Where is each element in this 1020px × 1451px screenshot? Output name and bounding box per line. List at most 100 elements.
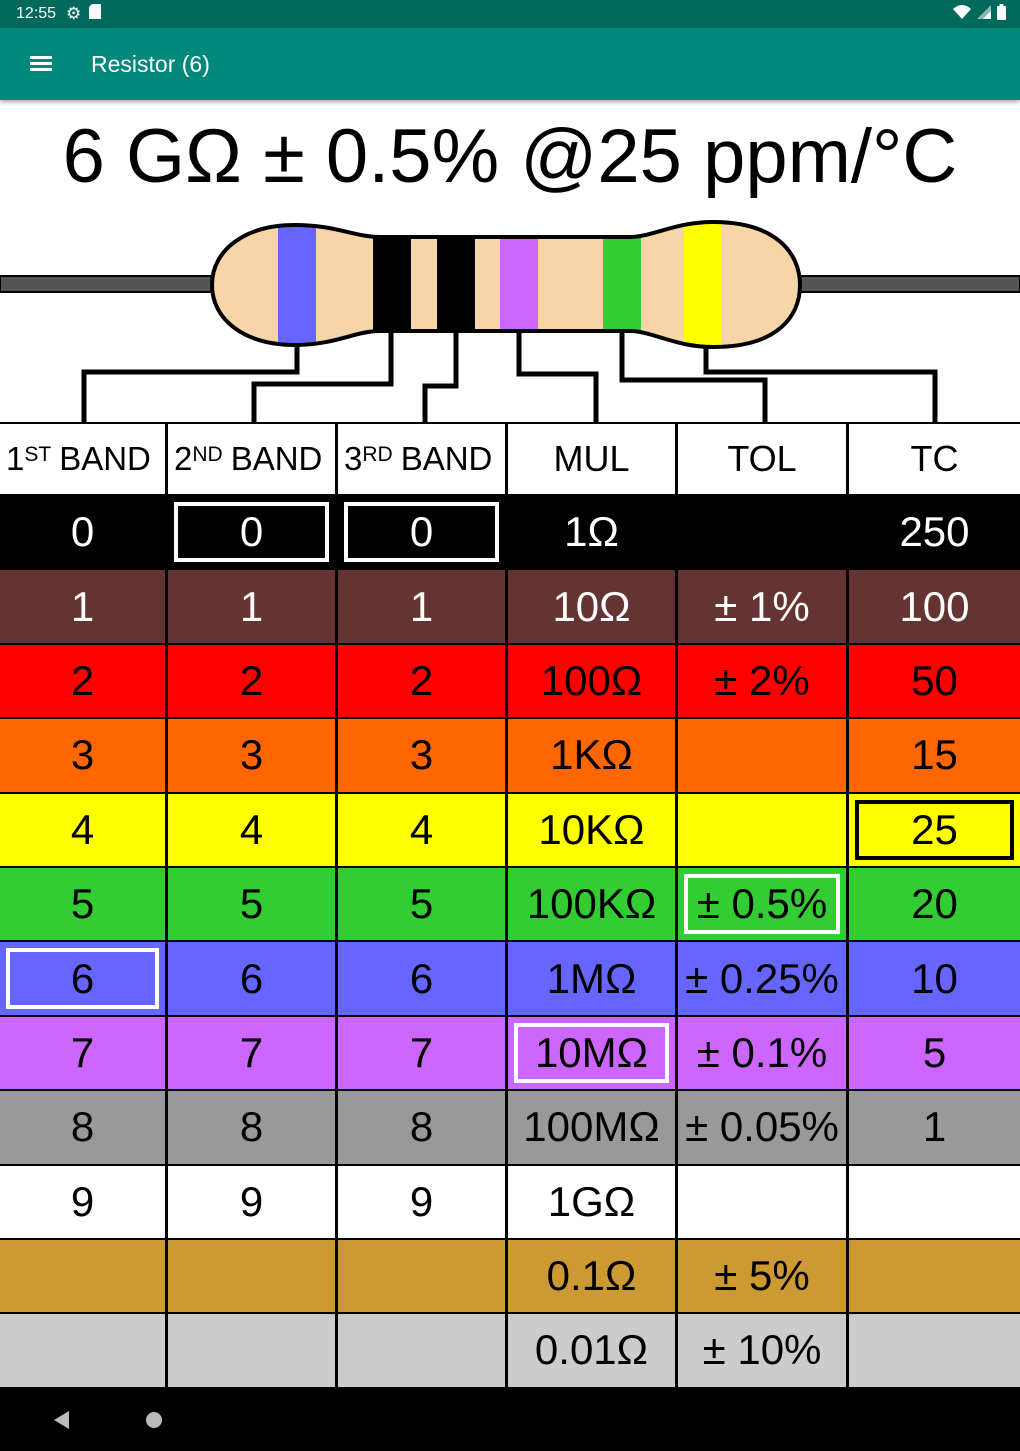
color-code-table: 1 ST BAND 2 ND BAND 3 RD BAND MUL TOL TC 0 0 0 1Ω 250 1 1 1… (0, 422, 1020, 1389)
cell-band-2[interactable] (168, 1239, 338, 1315)
cell-band-3[interactable]: 2 (338, 644, 508, 720)
cell-band-2[interactable] (168, 1314, 338, 1389)
cell-multiplier[interactable]: 100MΩ (508, 1091, 678, 1166)
cell-band-3[interactable] (338, 1239, 508, 1315)
cell-band-3[interactable]: 9 (338, 1165, 508, 1240)
hamburger-menu-icon (30, 56, 52, 72)
home-icon[interactable] (146, 1412, 162, 1428)
cell-band-2[interactable]: 4 (168, 793, 338, 868)
cell-tolerance[interactable]: ± 10% (678, 1314, 849, 1389)
cell-band-1[interactable]: 5 (0, 867, 168, 943)
resistor-band-1 (278, 222, 316, 347)
cell-value: 3 (239, 731, 264, 779)
cell-tc[interactable] (849, 1239, 1020, 1315)
header-multiplier: MUL (508, 422, 678, 496)
cell-tc[interactable]: 20 (849, 867, 1020, 943)
cell-value: 2 (409, 656, 434, 704)
cell-tolerance[interactable]: ± 1% (678, 570, 849, 645)
cell-tc[interactable]: 1 (849, 1091, 1020, 1166)
cell-tolerance[interactable] (678, 1165, 849, 1240)
cell-band-2[interactable]: 6 (168, 942, 338, 1017)
cell-multiplier[interactable]: 0.1Ω (508, 1239, 678, 1315)
cell-multiplier[interactable]: 0.01Ω (508, 1314, 678, 1389)
cell-tc[interactable]: 25 (849, 793, 1020, 868)
cell-multiplier[interactable]: 1MΩ (508, 942, 678, 1017)
cell-band-3[interactable]: 1 (338, 570, 508, 645)
cell-tolerance[interactable] (678, 793, 849, 868)
cell-tc[interactable] (849, 1165, 1020, 1240)
cell-band-3[interactable]: 4 (338, 793, 508, 868)
cell-tc[interactable]: 5 (849, 1016, 1020, 1092)
cell-multiplier[interactable]: 10KΩ (508, 793, 678, 868)
cell-value: 10 (911, 954, 958, 1002)
resistor-band-tolerance (603, 222, 641, 347)
cell-tolerance[interactable]: ± 0.5% (678, 867, 849, 943)
cell-tolerance[interactable]: ± 5% (678, 1239, 849, 1315)
cell-band-2[interactable]: 5 (168, 867, 338, 943)
cell-value: 0 (239, 508, 264, 556)
cell-tolerance[interactable] (678, 496, 849, 571)
cell-tolerance[interactable] (678, 719, 849, 794)
cell-value: 15 (911, 731, 958, 779)
cell-tc[interactable]: 250 (849, 496, 1020, 571)
cell-multiplier[interactable]: 100Ω (508, 644, 678, 720)
cell-value: 2 (239, 656, 264, 704)
cell-band-1[interactable]: 1 (0, 570, 168, 645)
cell-tolerance[interactable]: ± 0.05% (678, 1091, 849, 1166)
cell-band-2[interactable]: 1 (168, 570, 338, 645)
cell-value: 25 (911, 805, 958, 853)
cell-value: 0 (409, 508, 434, 556)
cell-value: 100 (899, 582, 970, 630)
cell-band-2[interactable]: 0 (168, 496, 338, 571)
cell-band-2[interactable]: 3 (168, 719, 338, 794)
cell-band-1[interactable]: 7 (0, 1016, 168, 1092)
cell-band-1[interactable]: 6 (0, 942, 168, 1017)
cell-band-3[interactable]: 5 (338, 867, 508, 943)
cell-band-1[interactable]: 4 (0, 793, 168, 868)
cell-value: 9 (409, 1177, 434, 1225)
cell-value: 8 (70, 1103, 95, 1151)
cell-band-1[interactable]: 9 (0, 1165, 168, 1240)
cell-band-3[interactable]: 6 (338, 942, 508, 1017)
cell-value: 5 (922, 1028, 947, 1076)
cell-tc[interactable]: 10 (849, 942, 1020, 1017)
cell-band-1[interactable]: 2 (0, 644, 168, 720)
cell-tc[interactable]: 100 (849, 570, 1020, 645)
cell-multiplier[interactable]: 1Ω (508, 496, 678, 571)
cell-band-2[interactable]: 8 (168, 1091, 338, 1166)
cell-multiplier[interactable]: 1KΩ (508, 719, 678, 794)
cell-tc[interactable] (849, 1314, 1020, 1389)
cell-multiplier[interactable]: 1GΩ (508, 1165, 678, 1240)
sd-card-icon (89, 4, 102, 24)
cell-multiplier[interactable]: 100KΩ (508, 867, 678, 943)
cell-value: 5 (239, 880, 264, 928)
cell-multiplier[interactable]: 10MΩ (508, 1016, 678, 1092)
cell-band-1[interactable]: 0 (0, 496, 168, 571)
cell-band-2[interactable]: 9 (168, 1165, 338, 1240)
cell-band-1[interactable] (0, 1314, 168, 1389)
cell-band-2[interactable]: 2 (168, 644, 338, 720)
cell-band-3[interactable] (338, 1314, 508, 1389)
cell-band-3[interactable]: 7 (338, 1016, 508, 1092)
cell-multiplier[interactable]: 10Ω (508, 570, 678, 645)
cell-band-3[interactable]: 0 (338, 496, 508, 571)
cell-tc[interactable]: 15 (849, 719, 1020, 794)
cell-band-1[interactable]: 3 (0, 719, 168, 794)
header-label: BAND (400, 440, 493, 477)
cell-value: 100MΩ (523, 1103, 660, 1151)
cell-band-3[interactable]: 8 (338, 1091, 508, 1166)
cell-value: 10KΩ (538, 805, 645, 853)
resistor-diagram (0, 220, 1020, 422)
back-icon[interactable] (54, 1411, 69, 1429)
cell-band-1[interactable] (0, 1239, 168, 1315)
cell-band-3[interactable]: 3 (338, 719, 508, 794)
cell-tolerance[interactable]: ± 0.1% (678, 1016, 849, 1092)
menu-button[interactable] (0, 28, 82, 100)
header-label: MUL (553, 438, 630, 479)
cell-band-2[interactable]: 7 (168, 1016, 338, 1092)
settings-icon: ⚙ (66, 4, 82, 23)
cell-tolerance[interactable]: ± 0.25% (678, 942, 849, 1017)
cell-band-1[interactable]: 8 (0, 1091, 168, 1166)
cell-tolerance[interactable]: ± 2% (678, 644, 849, 720)
cell-tc[interactable]: 50 (849, 644, 1020, 720)
